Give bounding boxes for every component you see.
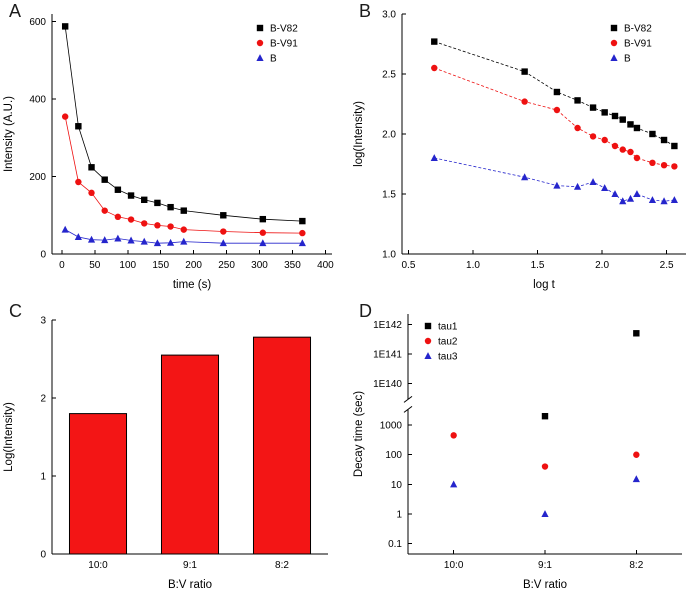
svg-text:100: 100 bbox=[385, 450, 402, 461]
svg-text:1000: 1000 bbox=[380, 421, 403, 432]
svg-text:8:2: 8:2 bbox=[629, 560, 643, 571]
chart-decay-time-scatter: 0.1 1 10 100 1000 1E140 1E141 1E142 10:0 9:1 8:2 B:… bbox=[353, 314, 682, 591]
svg-text:200: 200 bbox=[29, 172, 46, 183]
svg-text:B:V ratio: B:V ratio bbox=[523, 579, 567, 591]
svg-text:9:1: 9:1 bbox=[183, 560, 197, 571]
svg-text:1.0: 1.0 bbox=[382, 250, 396, 261]
svg-text:250: 250 bbox=[218, 260, 235, 271]
svg-text:B-V91: B-V91 bbox=[270, 39, 298, 50]
svg-text:9:1: 9:1 bbox=[538, 560, 552, 571]
svg-text:B:V ratio: B:V ratio bbox=[168, 579, 212, 591]
svg-text:tau2: tau2 bbox=[438, 337, 458, 348]
svg-text:1: 1 bbox=[396, 510, 402, 521]
panel-b-letter: B bbox=[359, 1, 372, 21]
panel-d: D 0.1 1 10 100 1000 1E140 1E141 1E142 10:0 9:1 8:2… bbox=[350, 300, 700, 600]
svg-text:1E140: 1E140 bbox=[373, 379, 402, 390]
svg-text:1: 1 bbox=[40, 472, 46, 483]
svg-text:0.5: 0.5 bbox=[402, 260, 416, 271]
svg-text:2.0: 2.0 bbox=[382, 130, 396, 141]
panel-c: C 0 1 2 3 10:0 9:1 8:2 B:V ratio Log(Intensity) bbox=[0, 300, 350, 600]
svg-text:time (s): time (s) bbox=[173, 279, 212, 291]
svg-text:B-V82: B-V82 bbox=[624, 24, 652, 35]
svg-text:400: 400 bbox=[29, 95, 46, 106]
chart-intensity-vs-time: 0 50 100 150 200 250 300 350 400 0 200 400 600 time (… bbox=[3, 14, 334, 291]
panel-c-letter: C bbox=[9, 301, 22, 321]
svg-text:tau1: tau1 bbox=[438, 322, 458, 333]
svg-text:1.5: 1.5 bbox=[531, 260, 545, 271]
panel-a-letter: A bbox=[9, 1, 22, 21]
chart-log-intensity-bar: 0 1 2 3 10:0 9:1 8:2 B:V ratio Log(Intensity) bbox=[3, 316, 328, 591]
svg-text:0: 0 bbox=[40, 250, 46, 261]
svg-text:3.0: 3.0 bbox=[382, 10, 396, 21]
svg-text:2: 2 bbox=[40, 394, 46, 405]
panel-a: A 0 50 100 150 200 250 300 350 400 0 200 400 600 time… bbox=[0, 0, 350, 300]
svg-text:200: 200 bbox=[185, 260, 202, 271]
svg-text:3: 3 bbox=[40, 316, 46, 327]
svg-text:600: 600 bbox=[29, 17, 46, 28]
svg-text:log(Intensity): log(Intensity) bbox=[353, 101, 365, 167]
svg-text:10: 10 bbox=[391, 480, 403, 491]
svg-text:100: 100 bbox=[119, 260, 136, 271]
panel-b: B 0.5 1.0 1.5 2.0 2.5 1.0 1.5 2.0 2.5 3.0 log t log… bbox=[350, 0, 700, 300]
svg-text:0.1: 0.1 bbox=[388, 539, 402, 550]
svg-text:log t: log t bbox=[533, 279, 556, 291]
svg-text:Log(Intensity): Log(Intensity) bbox=[3, 402, 15, 472]
svg-text:1.0: 1.0 bbox=[466, 260, 480, 271]
svg-text:2.5: 2.5 bbox=[382, 70, 396, 81]
svg-text:8:2: 8:2 bbox=[275, 560, 289, 571]
svg-text:300: 300 bbox=[251, 260, 268, 271]
svg-text:2.0: 2.0 bbox=[595, 260, 609, 271]
svg-text:Decay time (sec): Decay time (sec) bbox=[353, 391, 365, 477]
svg-text:1E141: 1E141 bbox=[373, 350, 402, 361]
svg-text:10:0: 10:0 bbox=[444, 560, 464, 571]
svg-text:0: 0 bbox=[59, 260, 65, 271]
svg-text:10:0: 10:0 bbox=[88, 560, 108, 571]
svg-text:400: 400 bbox=[317, 260, 334, 271]
svg-text:50: 50 bbox=[89, 260, 101, 271]
svg-text:1.5: 1.5 bbox=[382, 190, 396, 201]
svg-text:2.5: 2.5 bbox=[660, 260, 674, 271]
svg-text:0: 0 bbox=[40, 550, 46, 561]
svg-text:1E142: 1E142 bbox=[373, 320, 402, 331]
svg-text:tau3: tau3 bbox=[438, 352, 458, 363]
panel-d-letter: D bbox=[359, 301, 372, 321]
svg-text:150: 150 bbox=[152, 260, 169, 271]
svg-text:350: 350 bbox=[284, 260, 301, 271]
svg-text:B-V91: B-V91 bbox=[624, 39, 652, 50]
svg-text:B: B bbox=[270, 54, 277, 65]
svg-text:B: B bbox=[624, 54, 631, 65]
svg-text:Intensity (A.U.): Intensity (A.U.) bbox=[3, 96, 15, 172]
svg-text:B-V82: B-V82 bbox=[270, 24, 298, 35]
chart-log-intensity-vs-log-t: 0.5 1.0 1.5 2.0 2.5 1.0 1.5 2.0 2.5 3.0 log t log(I… bbox=[353, 10, 686, 291]
